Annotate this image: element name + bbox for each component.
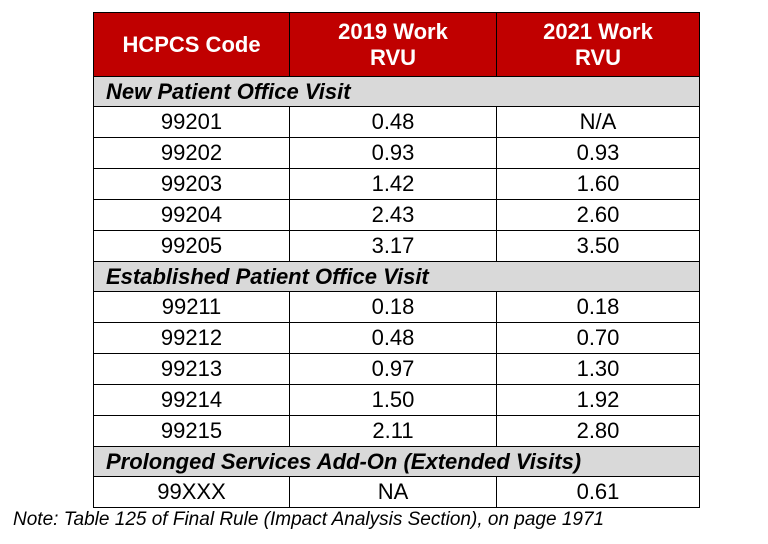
cell-hcpcs-code: 99201 — [93, 106, 290, 138]
table-row: 99202 0.93 0.93 — [93, 137, 700, 169]
header-row: HCPCS Code 2019 Work RVU 2021 Work RVU — [93, 12, 700, 77]
section-title: Prolonged Services Add-On (Extended Visi… — [93, 446, 700, 477]
table-row: 99203 1.42 1.60 — [93, 168, 700, 200]
table-row: 99204 2.43 2.60 — [93, 199, 700, 231]
cell-2019-work-rvu: 0.18 — [289, 291, 497, 323]
cell-hcpcs-code: 99203 — [93, 168, 290, 200]
cell-hcpcs-code: 99205 — [93, 230, 290, 262]
cell-hcpcs-code: 99204 — [93, 199, 290, 231]
table-row: 99205 3.17 3.50 — [93, 230, 700, 262]
cell-2021-work-rvu: 0.18 — [496, 291, 700, 323]
cell-2021-work-rvu: 0.70 — [496, 322, 700, 354]
header-hcpcs-code: HCPCS Code — [93, 12, 290, 77]
cell-2021-work-rvu: 1.92 — [496, 384, 700, 416]
cell-2019-work-rvu: NA — [289, 476, 497, 508]
cell-2019-work-rvu: 2.43 — [289, 199, 497, 231]
table-row: 99214 1.50 1.92 — [93, 384, 700, 416]
cell-2021-work-rvu: 0.61 — [496, 476, 700, 508]
section-row: Prolonged Services Add-On (Extended Visi… — [93, 446, 700, 477]
section-title: Established Patient Office Visit — [93, 261, 700, 292]
cell-hcpcs-code: 99202 — [93, 137, 290, 169]
cell-2021-work-rvu: 1.30 — [496, 353, 700, 385]
cell-hcpcs-code: 99212 — [93, 322, 290, 354]
cell-2019-work-rvu: 1.50 — [289, 384, 497, 416]
table-header: HCPCS Code 2019 Work RVU 2021 Work RVU — [93, 12, 700, 77]
cell-2019-work-rvu: 0.93 — [289, 137, 497, 169]
cell-2019-work-rvu: 0.48 — [289, 106, 497, 138]
cell-2019-work-rvu: 0.97 — [289, 353, 497, 385]
table-note: Note: Table 125 of Final Rule (Impact An… — [13, 509, 605, 530]
table-body: New Patient Office Visit 99201 0.48 N/A 9920… — [93, 76, 700, 508]
header-2019-work-rvu: 2019 Work RVU — [289, 12, 497, 77]
table-row: 99213 0.97 1.30 — [93, 353, 700, 385]
cell-2019-work-rvu: 1.42 — [289, 168, 497, 200]
cell-2021-work-rvu: 2.60 — [496, 199, 700, 231]
table-row: 99212 0.48 0.70 — [93, 322, 700, 354]
table-row: 99201 0.48 N/A — [93, 106, 700, 138]
cell-hcpcs-code: 99213 — [93, 353, 290, 385]
cell-2021-work-rvu: 3.50 — [496, 230, 700, 262]
table-row: 99215 2.11 2.80 — [93, 415, 700, 447]
table-row: 99211 0.18 0.18 — [93, 291, 700, 323]
section-row: Established Patient Office Visit — [93, 261, 700, 292]
table-row: 99XXX NA 0.61 — [93, 476, 700, 508]
cell-2021-work-rvu: 1.60 — [496, 168, 700, 200]
rvu-table: HCPCS Code 2019 Work RVU 2021 Work RVU N… — [93, 12, 700, 508]
cell-hcpcs-code: 99XXX — [93, 476, 290, 508]
cell-hcpcs-code: 99215 — [93, 415, 290, 447]
cell-2021-work-rvu: 2.80 — [496, 415, 700, 447]
section-row: New Patient Office Visit — [93, 76, 700, 107]
cell-hcpcs-code: 99211 — [93, 291, 290, 323]
cell-2019-work-rvu: 3.17 — [289, 230, 497, 262]
cell-2021-work-rvu: 0.93 — [496, 137, 700, 169]
section-title: New Patient Office Visit — [93, 76, 700, 107]
cell-hcpcs-code: 99214 — [93, 384, 290, 416]
header-2021-work-rvu: 2021 Work RVU — [496, 12, 700, 77]
cell-2019-work-rvu: 0.48 — [289, 322, 497, 354]
cell-2021-work-rvu: N/A — [496, 106, 700, 138]
cell-2019-work-rvu: 2.11 — [289, 415, 497, 447]
